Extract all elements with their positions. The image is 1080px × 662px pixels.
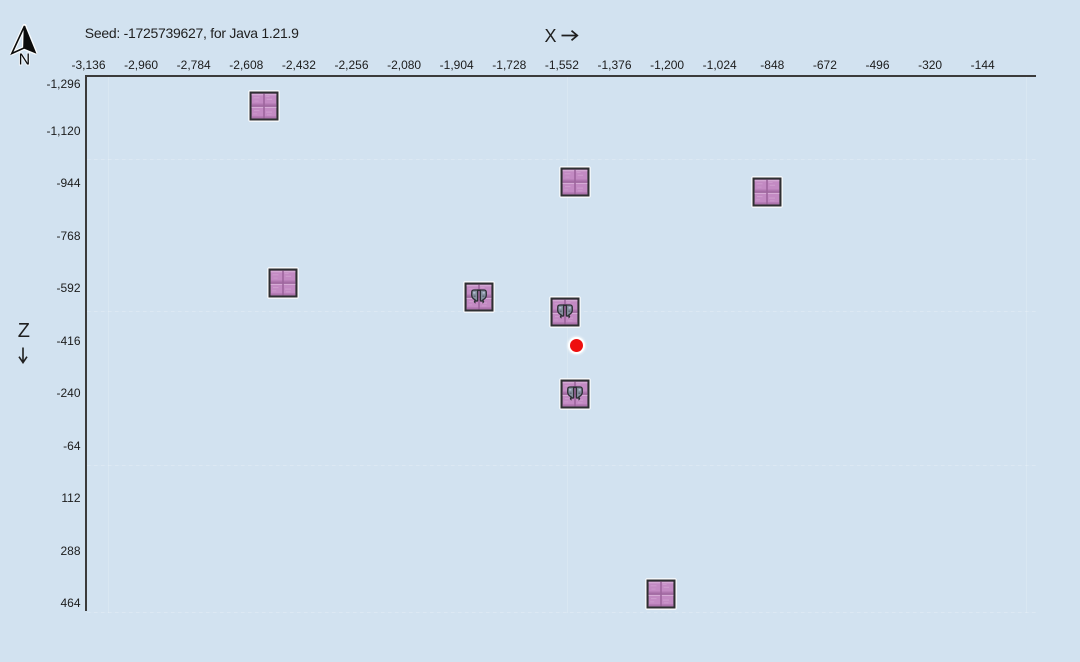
svg-text:N: N bbox=[19, 52, 31, 69]
